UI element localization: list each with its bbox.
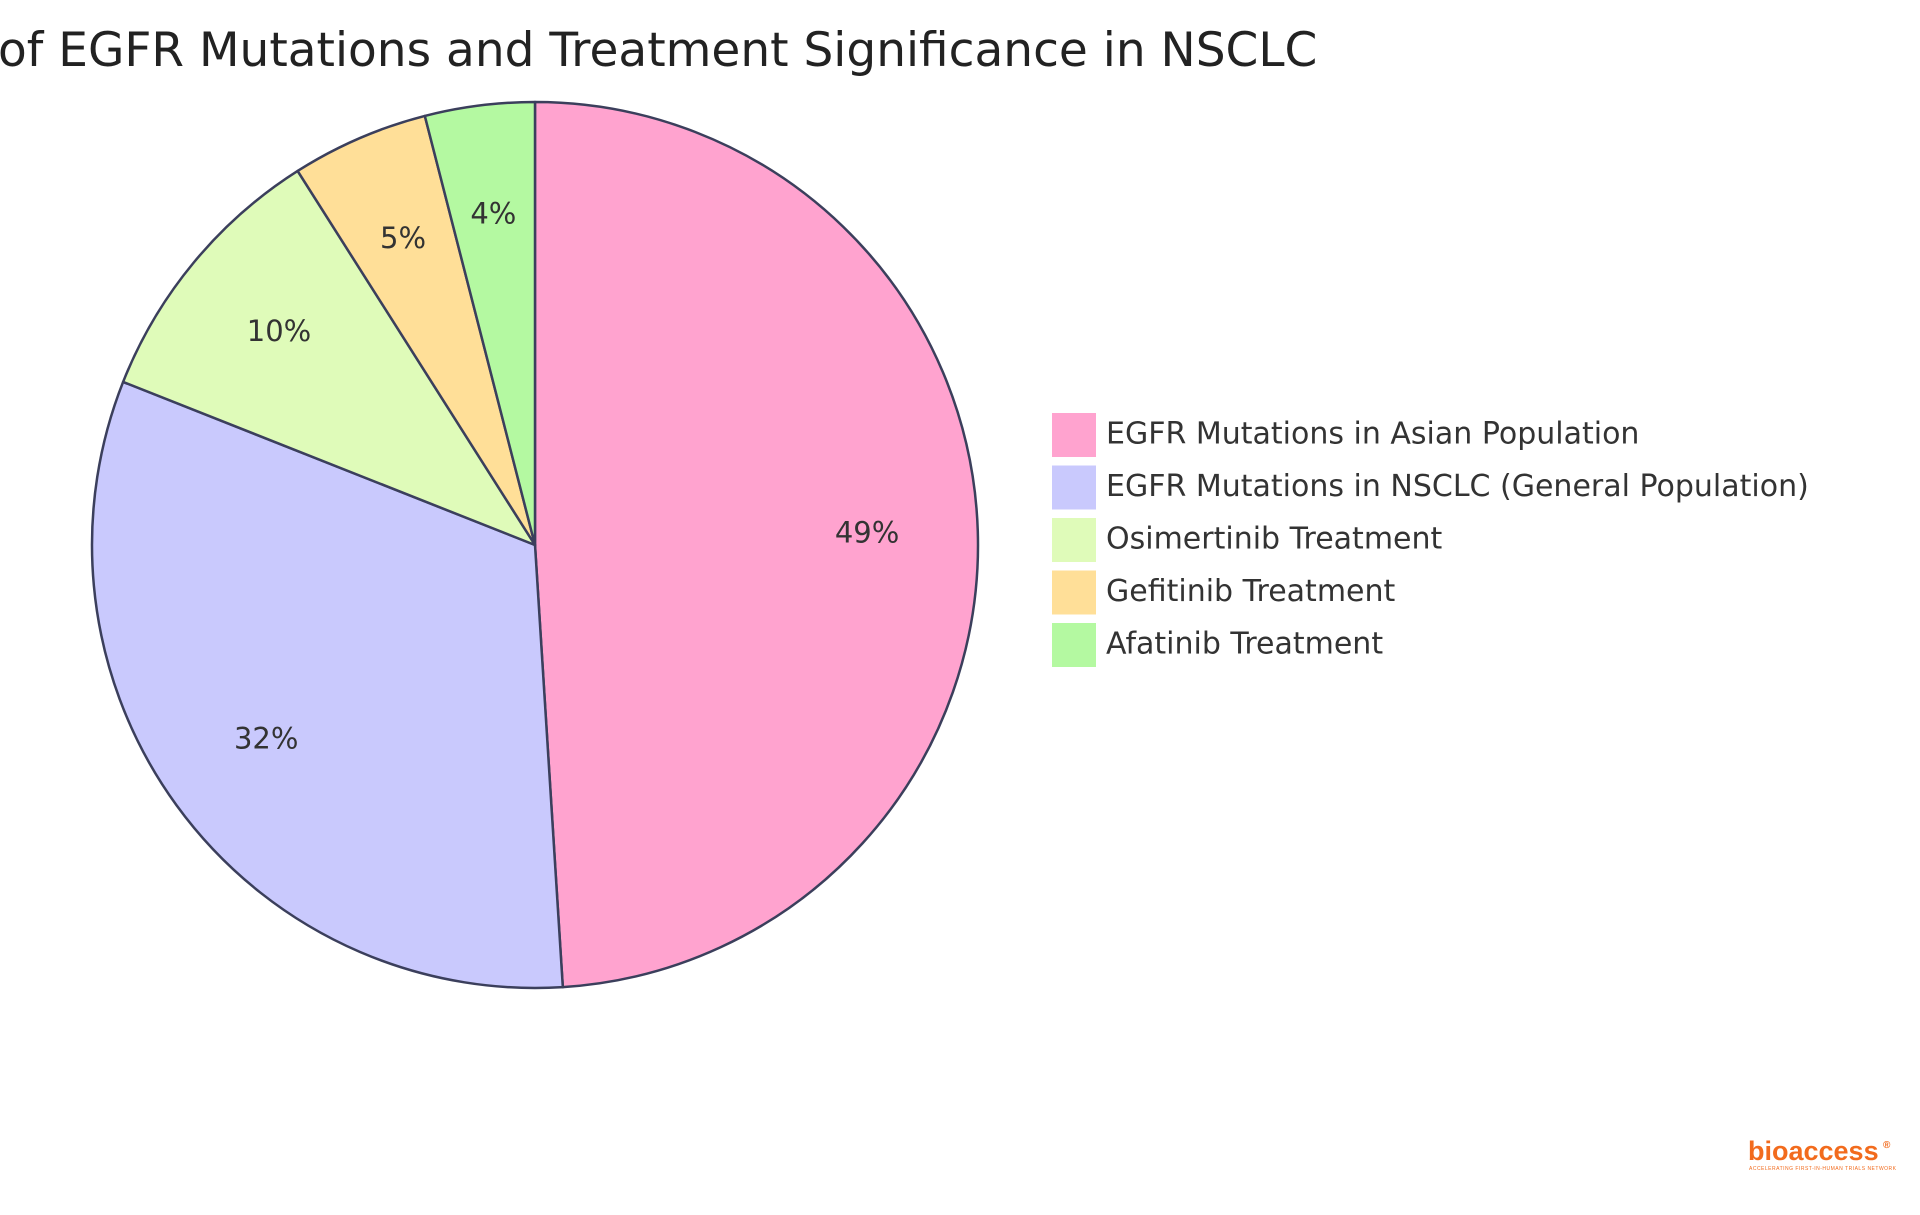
bioaccess-logo: bioaccess ® ACCELERATING FIRST-IN-HUMAN … [1748, 1136, 1897, 1172]
legend-label-egfr-mutations-in-nsclc-general-population: EGFR Mutations in NSCLC (General Populat… [1106, 469, 1809, 504]
legend-label-egfr-mutations-in-asian-population: EGFR Mutations in Asian Population [1106, 417, 1639, 452]
legend-swatch-egfr-mutations-in-asian-population [1052, 413, 1096, 457]
slice-label-osimertinib-treatment: 10% [247, 314, 311, 348]
slice-label-egfr-mutations-in-nsclc-general-population: 32% [234, 721, 298, 755]
logo-tagline: ACCELERATING FIRST-IN-HUMAN TRIALS NETWO… [1749, 1166, 1897, 1172]
logo-text: bioaccess [1748, 1136, 1879, 1166]
legend-swatch-gefitinib-treatment [1052, 570, 1096, 615]
chart-title: of EGFR Mutations and Treatment Signific… [0, 23, 1317, 78]
slice-label-gefitinib-treatment: 5% [380, 221, 426, 255]
legend-swatch-egfr-mutations-in-nsclc-general-population [1052, 465, 1096, 510]
legend: EGFR Mutations in Asian Population EGFR M… [1052, 413, 1809, 667]
pie-slices [90, 100, 980, 990]
legend-label-gefitinib-treatment: Gefitinib Treatment [1106, 574, 1396, 609]
pie-slice-egfr-mutations-in-nsclc-general-population [90, 380, 565, 990]
pie-slice-egfr-mutations-in-asian-population [533, 100, 980, 989]
pie-slice-afatinib-treatment [423, 100, 537, 547]
legend-label-afatinib-treatment: Afatinib Treatment [1106, 627, 1383, 662]
legend-label-osimertinib-treatment: Osimertinib Treatment [1106, 522, 1443, 557]
slice-label-egfr-mutations-in-asian-population: 49% [835, 516, 899, 550]
pie-slice-labels: 49% 32% 10% 5% 4% [234, 196, 899, 755]
legend-swatch-osimertinib-treatment [1052, 518, 1096, 562]
legend-swatch-afatinib-treatment [1052, 623, 1096, 667]
logo-registered-mark: ® [1883, 1140, 1891, 1151]
pie-slice-osimertinib-treatment [121, 169, 537, 547]
slice-label-afatinib-treatment: 4% [470, 196, 516, 230]
